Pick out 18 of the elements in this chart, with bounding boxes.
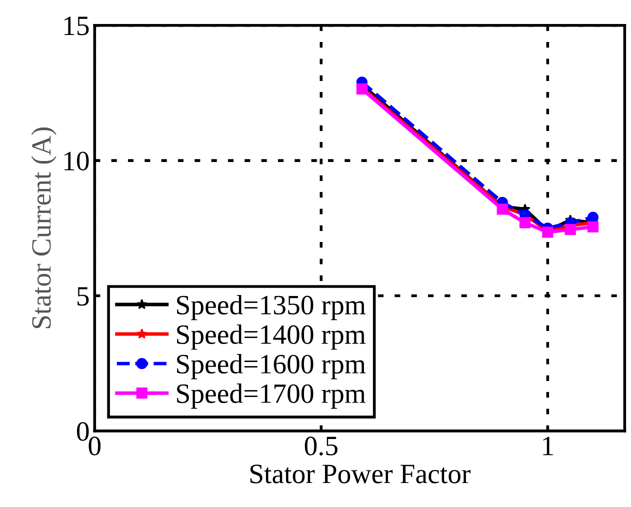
y-tick-label: 15: [64, 16, 89, 36]
y-tick-label: 5: [78, 287, 89, 306]
point: [496, 204, 508, 215]
y-tick-label: 0: [76, 422, 89, 441]
point: [542, 226, 554, 238]
legend-label: Speed=1700 rpm: [177, 384, 366, 409]
point: [564, 224, 576, 236]
x-tick-label: 1: [543, 436, 553, 456]
point: [587, 221, 599, 232]
x-axis-title: Stator Power Factor: [250, 464, 471, 484]
y-axis-title: Stator Current (A): [31, 128, 56, 328]
legend-label: Speed=1400 rpm: [177, 324, 366, 350]
legend-label: Speed=1350 rpm: [177, 294, 366, 320]
legend-label: Speed=1600 rpm: [177, 354, 366, 380]
y-tick-label: 10: [64, 152, 89, 170]
point: [519, 217, 531, 228]
x-tick-label: 0.5: [304, 436, 338, 456]
x-tick-label: 0: [88, 436, 101, 456]
